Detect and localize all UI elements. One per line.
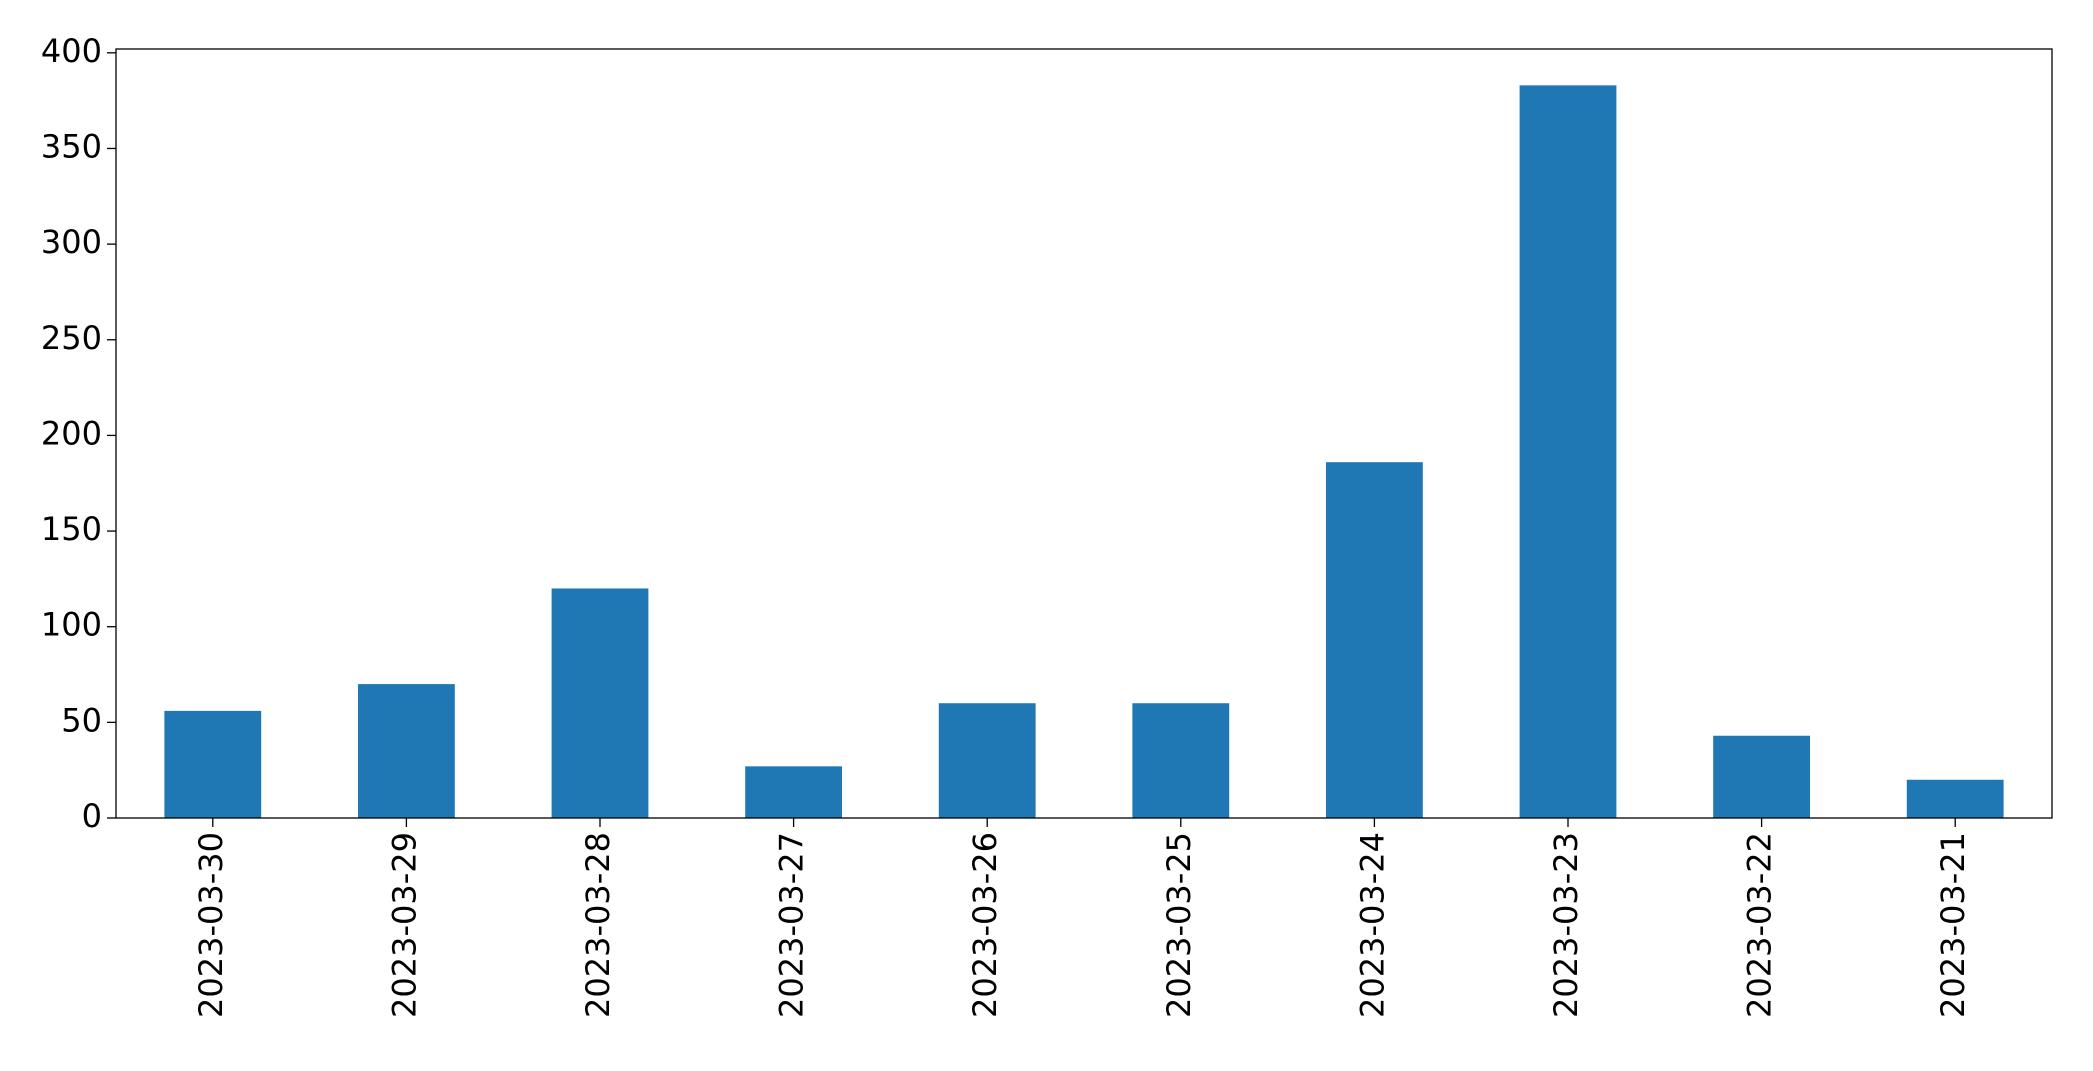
x-tick-label: 2023-03-27 — [773, 832, 811, 1018]
y-tick-label: 300 — [41, 223, 102, 261]
x-tick-label: 2023-03-26 — [966, 832, 1004, 1018]
y-tick-label: 100 — [41, 606, 102, 644]
bar — [745, 766, 842, 818]
bar — [1519, 85, 1617, 819]
bar — [164, 710, 262, 818]
x-tick-label: 2023-03-23 — [1547, 832, 1585, 1018]
bar — [1132, 703, 1230, 818]
x-tick-label: 2023-03-21 — [1934, 832, 1972, 1018]
x-tick-label: 2023-03-24 — [1353, 832, 1391, 1018]
bar — [938, 703, 1036, 818]
plot-frame — [115, 48, 2053, 819]
y-tick-label: 400 — [41, 32, 102, 70]
x-tick-label: 2023-03-28 — [579, 832, 617, 1018]
y-tick-label: 250 — [41, 319, 102, 357]
bar — [1326, 462, 1423, 818]
x-tick-label: 2023-03-30 — [192, 832, 230, 1018]
y-tick-label: 200 — [41, 414, 102, 452]
bar — [1906, 779, 2004, 818]
y-tick-label: 50 — [61, 701, 102, 739]
x-tick-label: 2023-03-25 — [1160, 832, 1198, 1018]
y-tick-label: 350 — [41, 127, 102, 165]
bar — [358, 684, 455, 818]
x-tick-label: 2023-03-29 — [385, 832, 423, 1018]
bar — [551, 588, 649, 818]
y-tick-label: 0 — [82, 797, 102, 835]
y-tick-label: 150 — [41, 510, 102, 548]
bar — [1713, 735, 1810, 818]
x-tick-label: 2023-03-22 — [1741, 832, 1779, 1018]
